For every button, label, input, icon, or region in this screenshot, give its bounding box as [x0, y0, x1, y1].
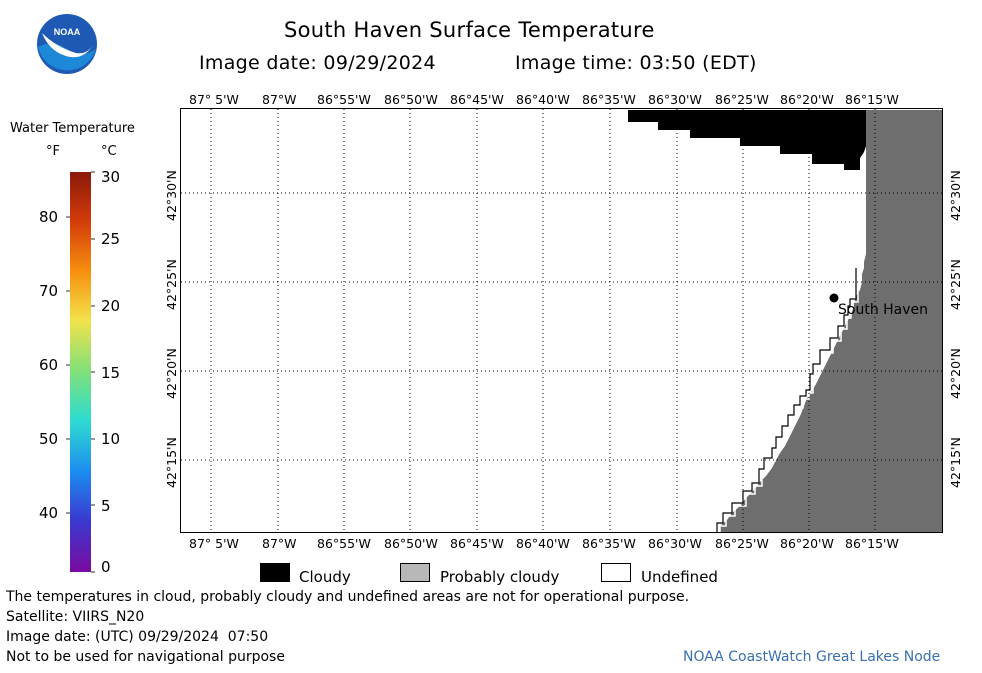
legend-label-probably-cloudy: Probably cloudy [440, 568, 560, 586]
page-title: South Haven Surface Temperature [284, 18, 655, 42]
lon-label-top: 86°25'W [715, 92, 769, 107]
lon-label-top: 87° 5'W [189, 92, 239, 107]
shoreline-inner [719, 270, 859, 532]
f-tick: 40 [39, 504, 59, 522]
credit: NOAA CoastWatch Great Lakes Node [683, 649, 941, 665]
c-tick: 20 [101, 297, 121, 315]
c-tick: 10 [101, 430, 121, 448]
legend-label-undefined: Undefined [641, 568, 718, 586]
lat-label-right: 42°25'N [948, 259, 963, 310]
f-tick: 50 [39, 430, 59, 448]
colorbar-title: Water Temperature [10, 121, 135, 136]
map-panel [180, 108, 943, 533]
image-date: Image date: 09/29/2024 [199, 52, 436, 74]
lat-label-right: 42°20'N [948, 348, 963, 399]
legend-swatch-probably-cloudy [400, 563, 430, 582]
lon-label-bottom: 86°25'W [715, 536, 769, 551]
f-tick: 60 [39, 356, 59, 374]
lat-label-left: 42°15'N [164, 437, 179, 488]
lon-label-top: 86°30'W [648, 92, 702, 107]
unit-fahrenheit: °F [46, 144, 60, 159]
lon-label-bottom: 86°55'W [317, 536, 371, 551]
graticule [181, 109, 942, 532]
lon-label-top: 86°45'W [450, 92, 504, 107]
lat-label-left: 42°20'N [164, 348, 179, 399]
legend-swatch-cloudy [260, 563, 290, 582]
c-tick: 0 [101, 558, 111, 576]
c-tick: 15 [101, 364, 121, 382]
lon-label-top: 86°40'W [516, 92, 570, 107]
lat-label-right: 42°15'N [948, 437, 963, 488]
legend-swatch-undefined [601, 563, 631, 582]
utc-date: Image date: (UTC) 09/29/2024 07:50 [6, 629, 269, 645]
legend-label-cloudy: Cloudy [299, 568, 351, 586]
f-tick: 70 [39, 282, 59, 300]
satellite: Satellite: VIIRS_N20 [6, 609, 145, 625]
lon-label-bottom: 86°30'W [648, 536, 702, 551]
image-time: Image time: 03:50 (EDT) [515, 52, 757, 74]
lon-label-bottom: 86°45'W [450, 536, 504, 551]
lat-label-right: 42°30'N [948, 170, 963, 221]
c-tick: 25 [101, 230, 121, 248]
lon-label-top: 87°W [262, 92, 297, 107]
cloud-area [628, 110, 866, 170]
lon-label-bottom: 87°W [262, 536, 297, 551]
lon-label-bottom: 87° 5'W [189, 536, 239, 551]
place-label: South Haven [838, 302, 929, 318]
c-tick: 30 [101, 168, 121, 186]
lon-label-bottom: 86°15'W [845, 536, 899, 551]
lon-label-top: 86°35'W [582, 92, 636, 107]
south-haven-marker [829, 293, 839, 303]
shoreline [716, 268, 857, 532]
navigation-note: Not to be used for navigational purpose [6, 649, 285, 665]
lat-label-left: 42°25'N [164, 259, 179, 310]
c-tick: 5 [101, 497, 111, 515]
lon-label-top: 86°20'W [780, 92, 834, 107]
noaa-logo: NOAA [37, 14, 97, 74]
lon-label-bottom: 86°40'W [516, 536, 570, 551]
colorbar [66, 171, 95, 573]
lon-label-top: 86°55'W [317, 92, 371, 107]
disclaimer: The temperatures in cloud, probably clou… [6, 589, 690, 605]
lon-label-top: 86°15'W [845, 92, 899, 107]
lon-label-bottom: 86°35'W [582, 536, 636, 551]
lat-label-left: 42°30'N [164, 170, 179, 221]
land-area [720, 110, 942, 532]
f-tick: 80 [39, 208, 59, 226]
logo-text: NOAA [54, 27, 81, 37]
lon-label-bottom: 86°50'W [384, 536, 438, 551]
lon-label-bottom: 86°20'W [780, 536, 834, 551]
unit-celsius: °C [101, 144, 117, 159]
lon-label-top: 86°50'W [384, 92, 438, 107]
